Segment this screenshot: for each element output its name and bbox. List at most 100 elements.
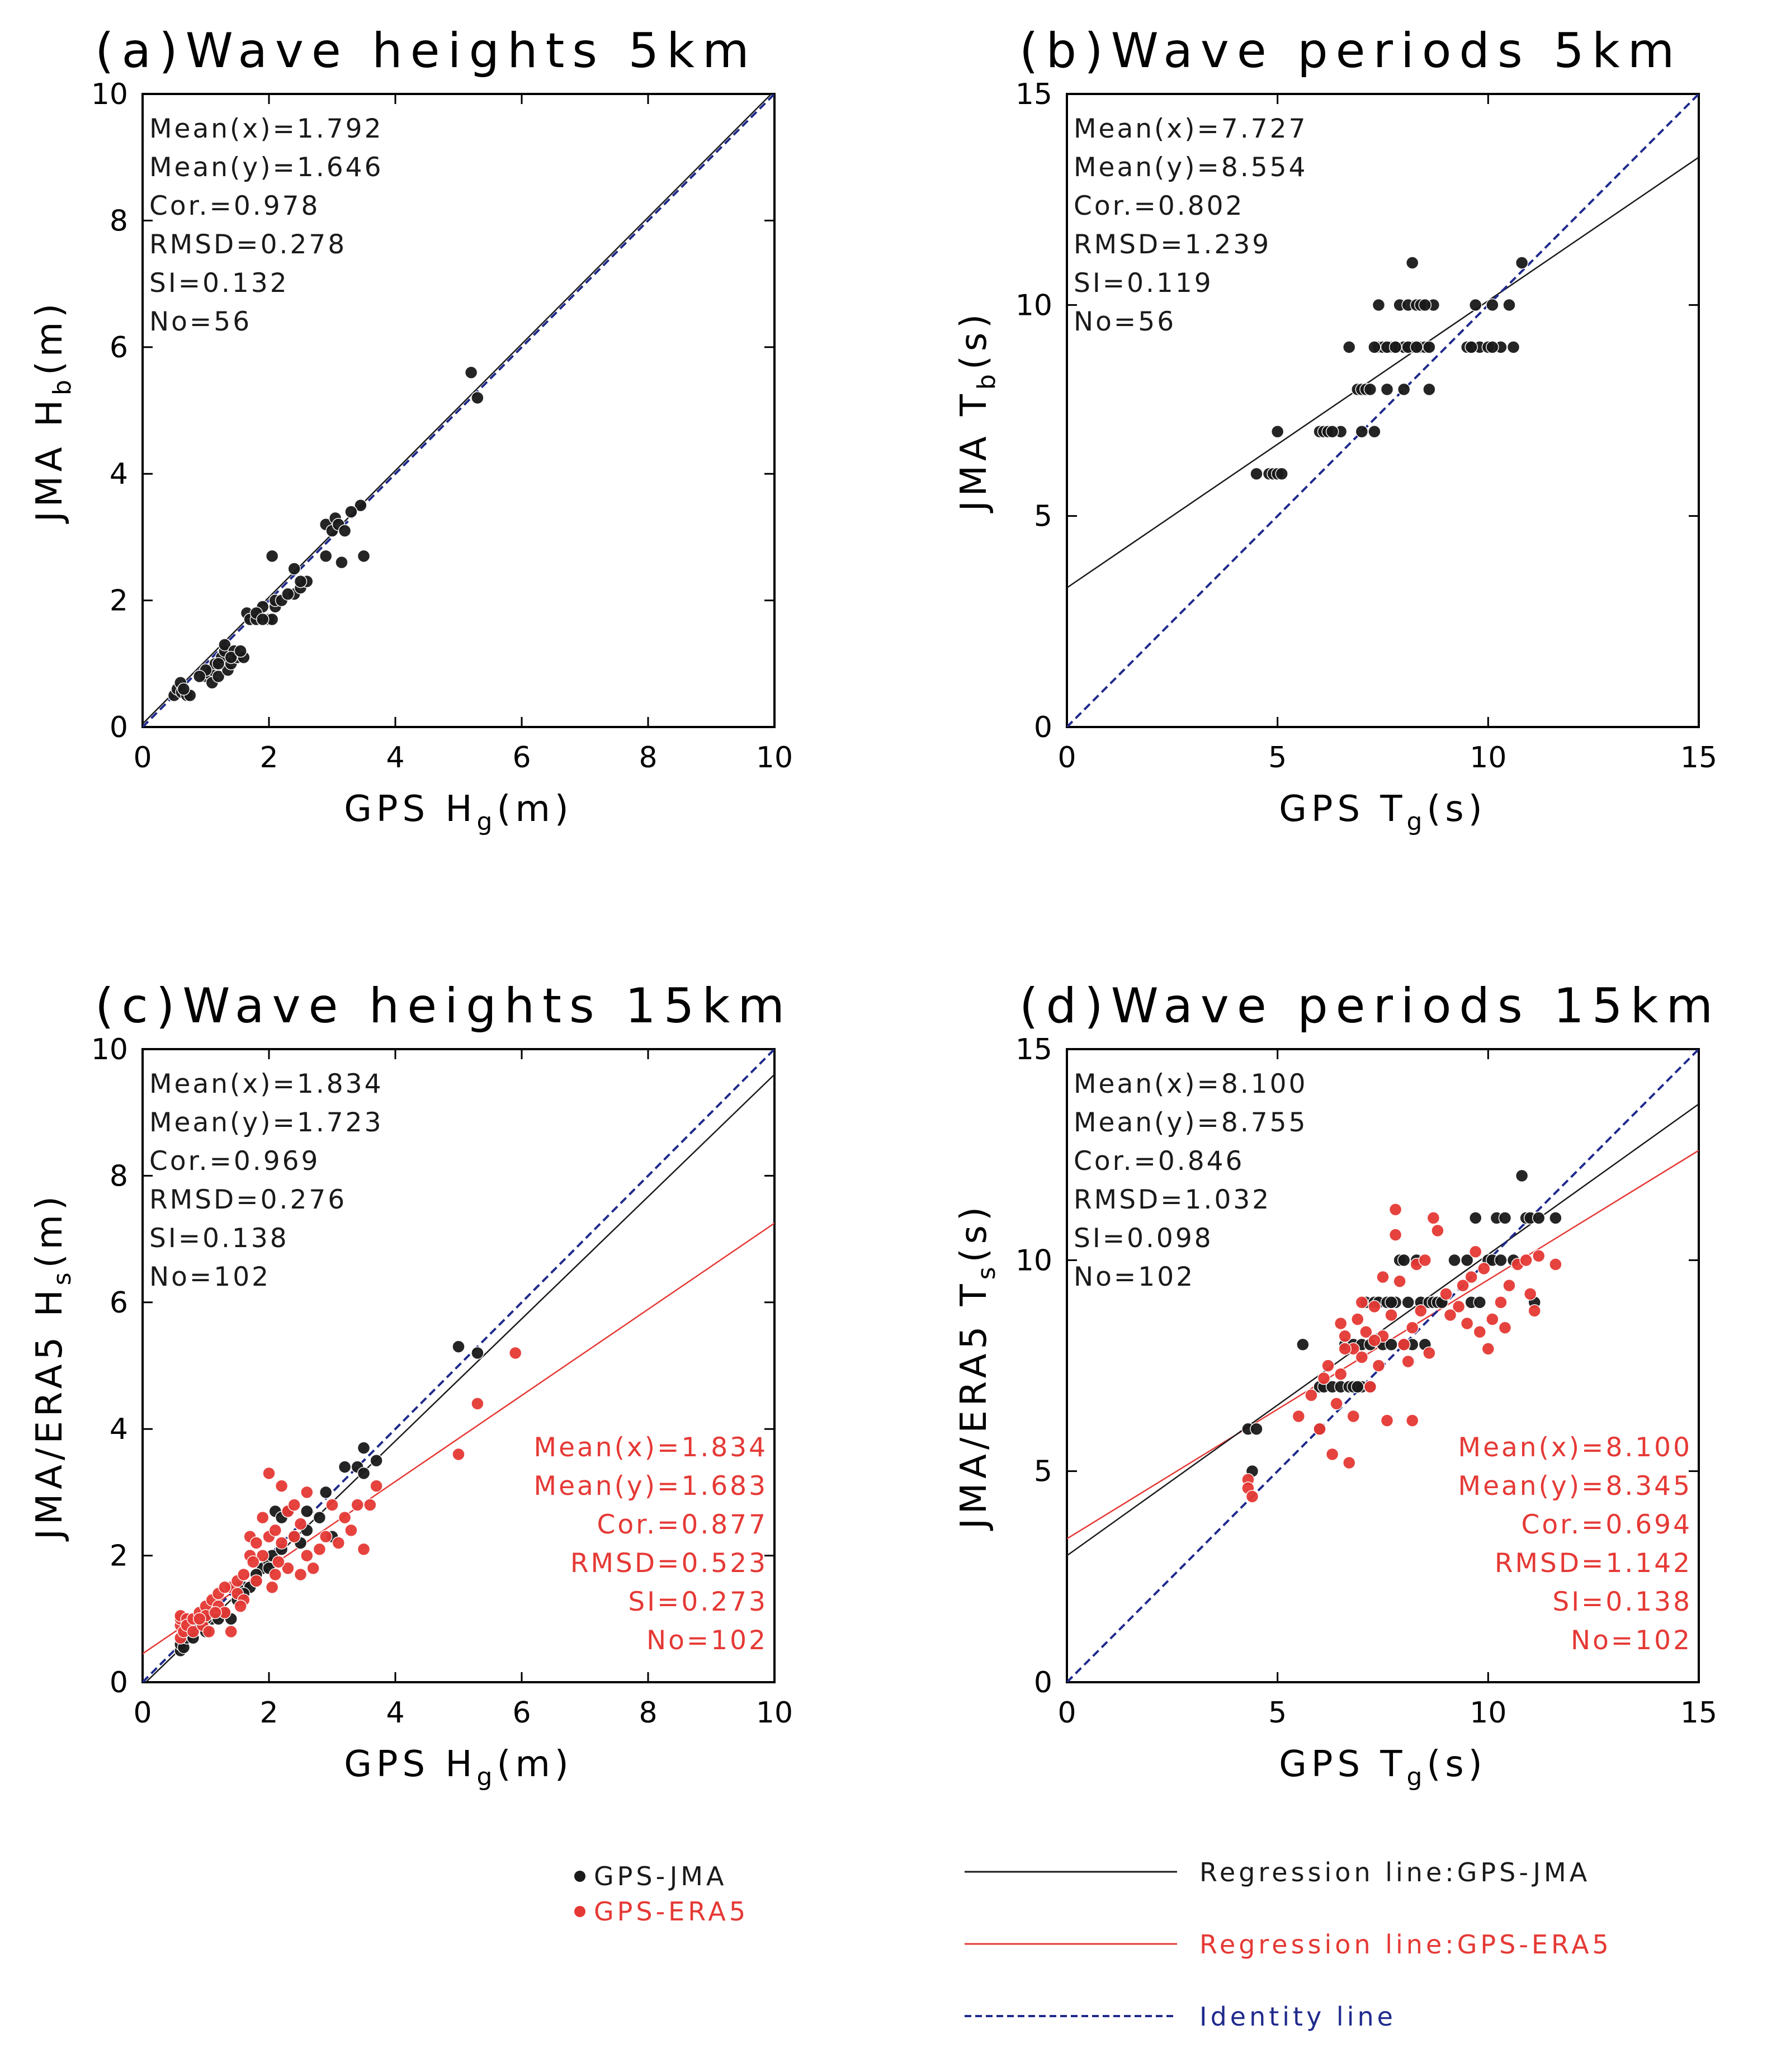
y-tick-label: 4 [110,1413,128,1446]
y-tick-label: 8 [110,204,128,238]
point-gps-era5 [452,1447,465,1461]
point-gps-era5 [281,1561,295,1575]
x-tick-label: 10 [756,741,793,775]
plot-frame [141,1048,776,1683]
y-tick-label: 0 [1034,1666,1052,1700]
point-gps-era5 [338,1511,352,1524]
x-axis-label-sub: g [477,808,497,836]
stat-jma: Mean(x)=8.100 [1074,1069,1307,1099]
y-axis-label-tail: (m) [29,299,70,375]
stat-era5: SI=0.138 [1552,1587,1692,1617]
point-gps-jma [1363,383,1377,397]
point-gps-jma [1494,1253,1508,1267]
point-gps-jma [1464,341,1478,354]
point-gps-era5 [256,1511,270,1524]
stat-jma: RMSD=0.276 [149,1184,347,1215]
point-gps-era5 [287,1498,301,1512]
point-gps-era5 [325,1498,339,1512]
stat-jma: Mean(y)=1.723 [149,1107,383,1138]
identity-line [1067,94,1699,727]
point-gps-era5 [1494,1296,1508,1309]
point-gps-era5 [1405,1321,1419,1334]
point-gps-era5 [224,1625,238,1639]
point-gps-jma [1368,341,1381,354]
point-gps-jma [335,555,348,569]
stat-era5: Mean(x)=1.834 [534,1432,768,1463]
point-gps-era5 [294,1517,308,1531]
point-gps-jma [234,644,247,658]
stat-jma: Cor.=0.846 [1074,1146,1244,1177]
point-gps-era5 [1523,1287,1537,1301]
legend-marker-label: GPS-ERA5 [594,1896,749,1927]
point-gps-era5 [268,1523,282,1537]
point-gps-era5 [300,1549,314,1563]
legend-marker-label: GPS-JMA [594,1861,727,1891]
point-gps-era5 [1439,1287,1453,1301]
stat-jma: Mean(x)=1.834 [149,1069,383,1099]
point-gps-era5 [1321,1359,1335,1372]
x-axis-label-tail: (m) [497,789,573,830]
stat-jma: No=102 [149,1262,271,1292]
point-gps-jma [1325,424,1339,438]
point-gps-era5 [1359,1325,1373,1339]
point-gps-era5 [202,1625,216,1639]
point-gps-era5 [186,1625,200,1639]
x-axis-label: GPS Tg(s) [1279,789,1486,836]
point-gps-jma [370,1454,383,1467]
stat-era5: SI=0.273 [628,1587,768,1617]
x-axis-label-sub: g [1407,808,1427,836]
y-axis-label-sub: s [972,1262,1001,1280]
point-gps-era5 [1376,1270,1390,1284]
x-tick-label: 10 [1470,741,1506,775]
stat-era5: No=102 [646,1625,768,1656]
point-gps-era5 [192,1612,206,1626]
point-gps-era5 [1452,1300,1466,1314]
y-axis-label: JMA Tb(s) [953,310,1001,514]
point-gps-era5 [1313,1422,1326,1436]
y-tick-label: 0 [1034,711,1052,744]
plot-frame [1066,1048,1700,1683]
x-tick-label: 10 [756,1696,793,1730]
legend-line-label: Regression line:GPS-ERA5 [1199,1929,1612,1960]
legend-line-label: Identity line [1199,2002,1396,2032]
x-axis-label-tail: (s) [1426,789,1486,830]
stat-era5: Cor.=0.877 [597,1509,768,1540]
point-gps-jma [1351,1380,1364,1394]
point-gps-jma [1515,1169,1529,1183]
point-gps-jma [1532,1211,1546,1225]
stat-jma: Mean(y)=8.755 [1074,1107,1307,1138]
y-tick-label: 5 [1034,500,1052,534]
point-gps-jma [471,391,484,405]
point-gps-era5 [1351,1313,1364,1326]
point-gps-jma [357,1441,371,1455]
point-gps-era5 [1346,1409,1360,1423]
point-gps-era5 [1355,1351,1369,1364]
point-gps-era5 [1528,1304,1541,1318]
stat-era5: Cor.=0.694 [1522,1509,1692,1540]
x-axis-label: GPS Hg(m) [344,1744,573,1791]
point-gps-era5 [1426,1211,1440,1225]
point-gps-jma [1423,341,1436,354]
point-gps-era5 [471,1397,484,1410]
point-gps-jma [265,549,279,563]
point-gps-jma [218,638,231,652]
x-tick-label: 2 [259,741,278,775]
point-gps-era5 [1305,1389,1318,1402]
x-tick-label: 4 [386,741,404,775]
x-tick-label: 6 [512,1696,531,1730]
point-gps-jma [1506,341,1520,354]
points-group [174,1340,522,1658]
x-axis-label-tail: (s) [1426,1744,1486,1785]
y-tick-label: 10 [91,1033,128,1066]
y-axis-label: JMA/ERA5 Hs(m) [29,1192,77,1542]
point-gps-jma [471,1346,484,1360]
y-tick-label: 5 [1034,1455,1052,1489]
stat-jma: Cor.=0.969 [149,1146,320,1177]
x-tick-label: 0 [1057,1696,1076,1730]
point-gps-jma [1275,467,1288,480]
x-tick-label: 8 [639,1696,657,1730]
y-tick-label: 10 [91,78,128,111]
point-gps-jma [1515,256,1529,270]
y-axis-label-main: JMA/ERA5 T [953,1280,995,1531]
